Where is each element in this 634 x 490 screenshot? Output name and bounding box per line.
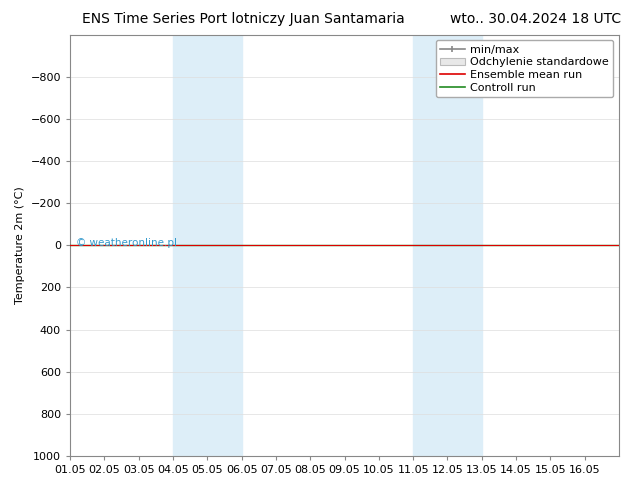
Text: © weatheronline.pl: © weatheronline.pl	[75, 238, 177, 248]
Text: wto.. 30.04.2024 18 UTC: wto.. 30.04.2024 18 UTC	[450, 12, 621, 26]
Bar	[413, 35, 482, 456]
Text: ENS Time Series Port lotniczy Juan Santamaria: ENS Time Series Port lotniczy Juan Santa…	[82, 12, 405, 26]
Y-axis label: Temperature 2m (°C): Temperature 2m (°C)	[15, 186, 25, 304]
Bar	[173, 35, 242, 456]
Legend: min/max, Odchylenie standardowe, Ensemble mean run, Controll run: min/max, Odchylenie standardowe, Ensembl…	[436, 40, 614, 98]
